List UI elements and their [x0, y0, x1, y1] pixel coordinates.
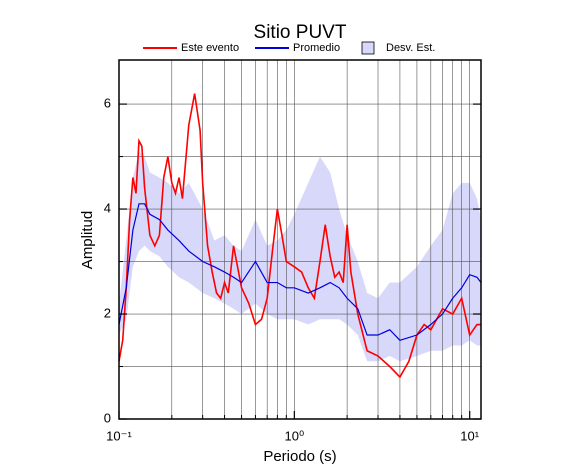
series-line	[118, 203, 482, 341]
y-tick-label: 0	[104, 410, 111, 425]
y-tick-label: 2	[104, 305, 111, 320]
x-axis-label: Periodo (s)	[263, 448, 336, 465]
std-band	[119, 151, 481, 362]
plot-frame	[118, 59, 482, 420]
x-tick-label: 10¹	[460, 428, 479, 443]
chart-title: Sitio PUVT	[254, 22, 347, 43]
legend-swatch	[361, 41, 375, 55]
x-tick-label: 10⁰	[285, 428, 305, 443]
y-axis-label: Amplitud	[79, 211, 96, 269]
legend-label: Promedio	[293, 42, 340, 54]
legend-label: Este evento	[181, 42, 239, 54]
y-tick-label: 6	[104, 96, 111, 111]
x-tick-label: 10⁻¹	[106, 428, 132, 443]
series-line	[118, 93, 481, 379]
legend-label: Desv. Est.	[386, 42, 435, 54]
y-tick-label: 4	[104, 200, 111, 215]
